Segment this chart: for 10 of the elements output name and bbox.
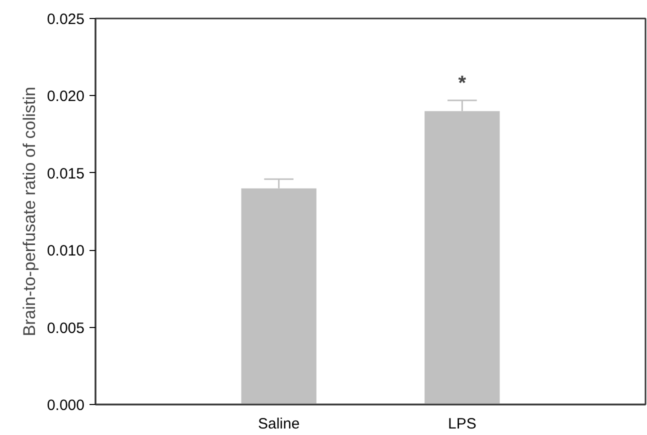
x-tick-label: Saline [258,416,300,432]
y-tick-label: 0.010 [46,242,85,260]
y-tick-label: 0.000 [46,397,85,414]
y-axis-title: Brain-to-perfusate ratio of colistin [20,86,39,336]
y-tick-label: 0.025 [46,11,85,28]
y-tick-label: 0.015 [46,165,85,182]
x-tick-label: LPS [448,416,476,432]
annotation: * [458,72,466,94]
y-tick-label: 0.020 [46,88,85,106]
y-tick-label: 0.005 [46,320,85,337]
